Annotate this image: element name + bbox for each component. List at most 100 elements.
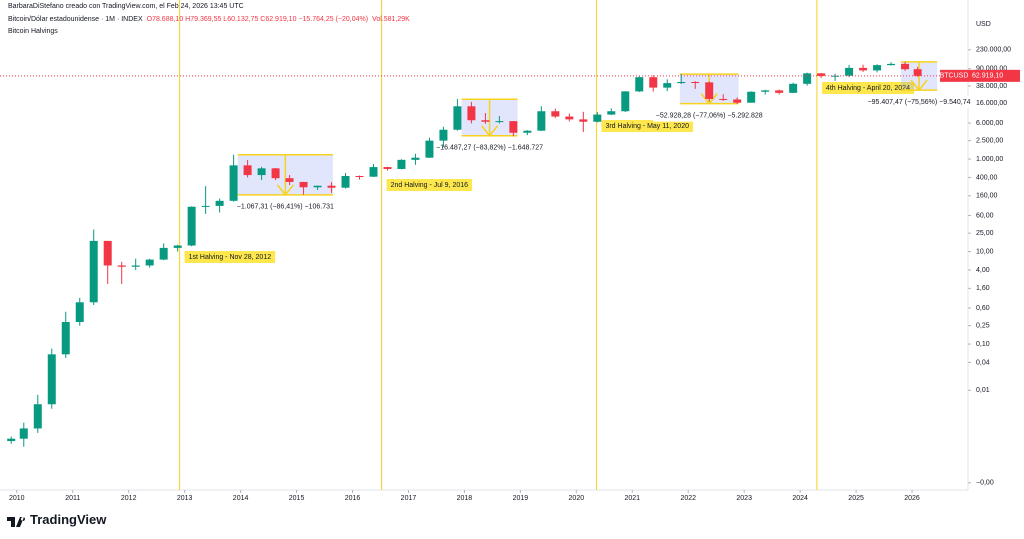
candle-body — [103, 240, 112, 266]
brand: TradingView — [30, 512, 107, 527]
candle-body — [89, 240, 98, 303]
candle-body — [159, 247, 168, 260]
symbol: Bitcoin/Dólar estadounidense · 1M · INDE… — [8, 16, 143, 23]
candle-body — [341, 175, 350, 188]
candle-body — [201, 205, 210, 207]
candle-body — [663, 83, 672, 88]
y-tick-label: 0,01 — [976, 387, 990, 394]
halving-label: 4th Halving - April 20, 2024 — [826, 85, 910, 92]
candle-body — [117, 265, 126, 267]
x-tick-label: 2016 — [345, 495, 361, 502]
candle-body — [621, 91, 630, 112]
candle-body — [7, 438, 16, 442]
y-tick-label: 400,00 — [976, 174, 998, 181]
drawdown-label-bg — [233, 200, 337, 213]
drawdown-arrowhead — [481, 125, 499, 137]
candle-body — [761, 90, 770, 92]
candle-body — [229, 165, 238, 201]
x-tick-label: 2026 — [904, 495, 920, 502]
last-symbol: BTCUSD — [940, 73, 969, 80]
halving-label: 3rd Halving - May 11, 2020 — [605, 123, 689, 130]
candle-body — [47, 354, 56, 405]
candle-body — [439, 129, 448, 141]
candle-body — [705, 82, 714, 99]
candle-body — [313, 185, 322, 188]
x-tick-label: 2017 — [401, 495, 417, 502]
ohlc: O78.688,10 H79.369,55 L60.132,75 C62.919… — [146, 16, 369, 23]
y-tick-label: 16.000,00 — [976, 100, 1007, 107]
candle-body — [243, 165, 252, 176]
candle-body — [19, 428, 28, 439]
candle-body — [397, 159, 406, 169]
logo — [7, 517, 26, 527]
x-tick-label: 2015 — [289, 495, 305, 502]
x-tick-label: 2024 — [792, 495, 808, 502]
x-tick-label: 2010 — [9, 495, 25, 502]
candle-body — [327, 185, 336, 188]
x-tick-label: 2013 — [177, 495, 193, 502]
last-price: 62.919,10 — [972, 73, 1003, 80]
candle-body — [747, 91, 756, 103]
candle-body — [33, 404, 42, 429]
y-tick-label: 4,00 — [976, 267, 990, 274]
y-tick-label: 6.000,00 — [976, 120, 1003, 127]
y-tick-label: 230.000,00 — [976, 47, 1011, 54]
y-tick-label: 2.500,00 — [976, 137, 1003, 144]
indicator[interactable]: Bitcoin Halvings — [8, 28, 58, 35]
candle-body — [719, 98, 728, 100]
credit: BarbaraDiStefano creado con TradingView.… — [8, 3, 244, 10]
candle-body — [61, 321, 70, 355]
y-tick-label: −0,00 — [976, 480, 994, 487]
candle-body — [523, 130, 532, 133]
candle-body — [187, 206, 196, 246]
x-tick-label: 2020 — [569, 495, 585, 502]
candle-body — [467, 106, 476, 121]
y-tick-label: 90.000,00 — [976, 65, 1007, 72]
y-tick-label: 38.000,00 — [976, 83, 1007, 90]
candle-body — [173, 245, 182, 248]
y-tick-label: 10,00 — [976, 248, 994, 255]
drawdown-label: −1.067,31 (−86,41%) −106.731 — [237, 204, 334, 211]
x-tick-label: 2021 — [624, 495, 640, 502]
candle-body — [215, 200, 224, 206]
drawdown-label: −52.928,28 (−77,06%) −5.292.828 — [656, 112, 763, 119]
candle-body — [537, 111, 546, 131]
halving-label-bg — [601, 120, 693, 132]
currency: USD — [976, 21, 991, 28]
candle-body — [369, 167, 378, 177]
halving-label: 2nd Halving - Jul 9, 2016 — [391, 182, 469, 189]
x-tick-label: 2018 — [457, 495, 473, 502]
x-tick-label: 2022 — [680, 495, 696, 502]
candle-body — [607, 111, 616, 115]
drawdown-arrowhead — [700, 93, 718, 105]
drawdown-label: −16.487,27 (−83,82%) −1.648.727 — [436, 145, 543, 152]
drawdown-label-bg — [864, 96, 974, 109]
candle-body — [775, 90, 784, 93]
candle-body — [831, 75, 840, 77]
candle-body — [593, 114, 602, 122]
candle-body — [425, 140, 434, 158]
drawdown-label-bg — [433, 141, 547, 154]
y-tick-label: 0,25 — [976, 323, 990, 330]
last-price-bg — [968, 69, 1020, 82]
last-symbol-bg — [940, 69, 968, 82]
symbol-line: Bitcoin/Dólar estadounidense · 1M · INDE… — [8, 16, 414, 23]
candle-body — [145, 259, 154, 266]
drawdown-label: −95.407,47 (−75,56%) −9.540,74 — [868, 99, 971, 106]
candle-body — [887, 63, 896, 66]
candle-body — [859, 67, 868, 71]
candle-body — [495, 121, 504, 123]
candle-body — [509, 121, 518, 133]
candle-body — [733, 99, 742, 103]
y-tick-label: 0,60 — [976, 305, 990, 312]
candle-body — [803, 73, 812, 84]
candle-body — [649, 77, 658, 88]
volume: Vol.581,29K — [372, 16, 410, 23]
drawdown-arrowhead — [910, 79, 928, 92]
x-tick-label: 2023 — [736, 495, 752, 502]
y-tick-label: 0,10 — [976, 341, 990, 348]
x-tick-label: 2012 — [121, 495, 137, 502]
candle-body — [75, 302, 84, 322]
y-tick-label: 160,00 — [976, 193, 998, 200]
y-tick-label: 1,60 — [976, 285, 990, 292]
